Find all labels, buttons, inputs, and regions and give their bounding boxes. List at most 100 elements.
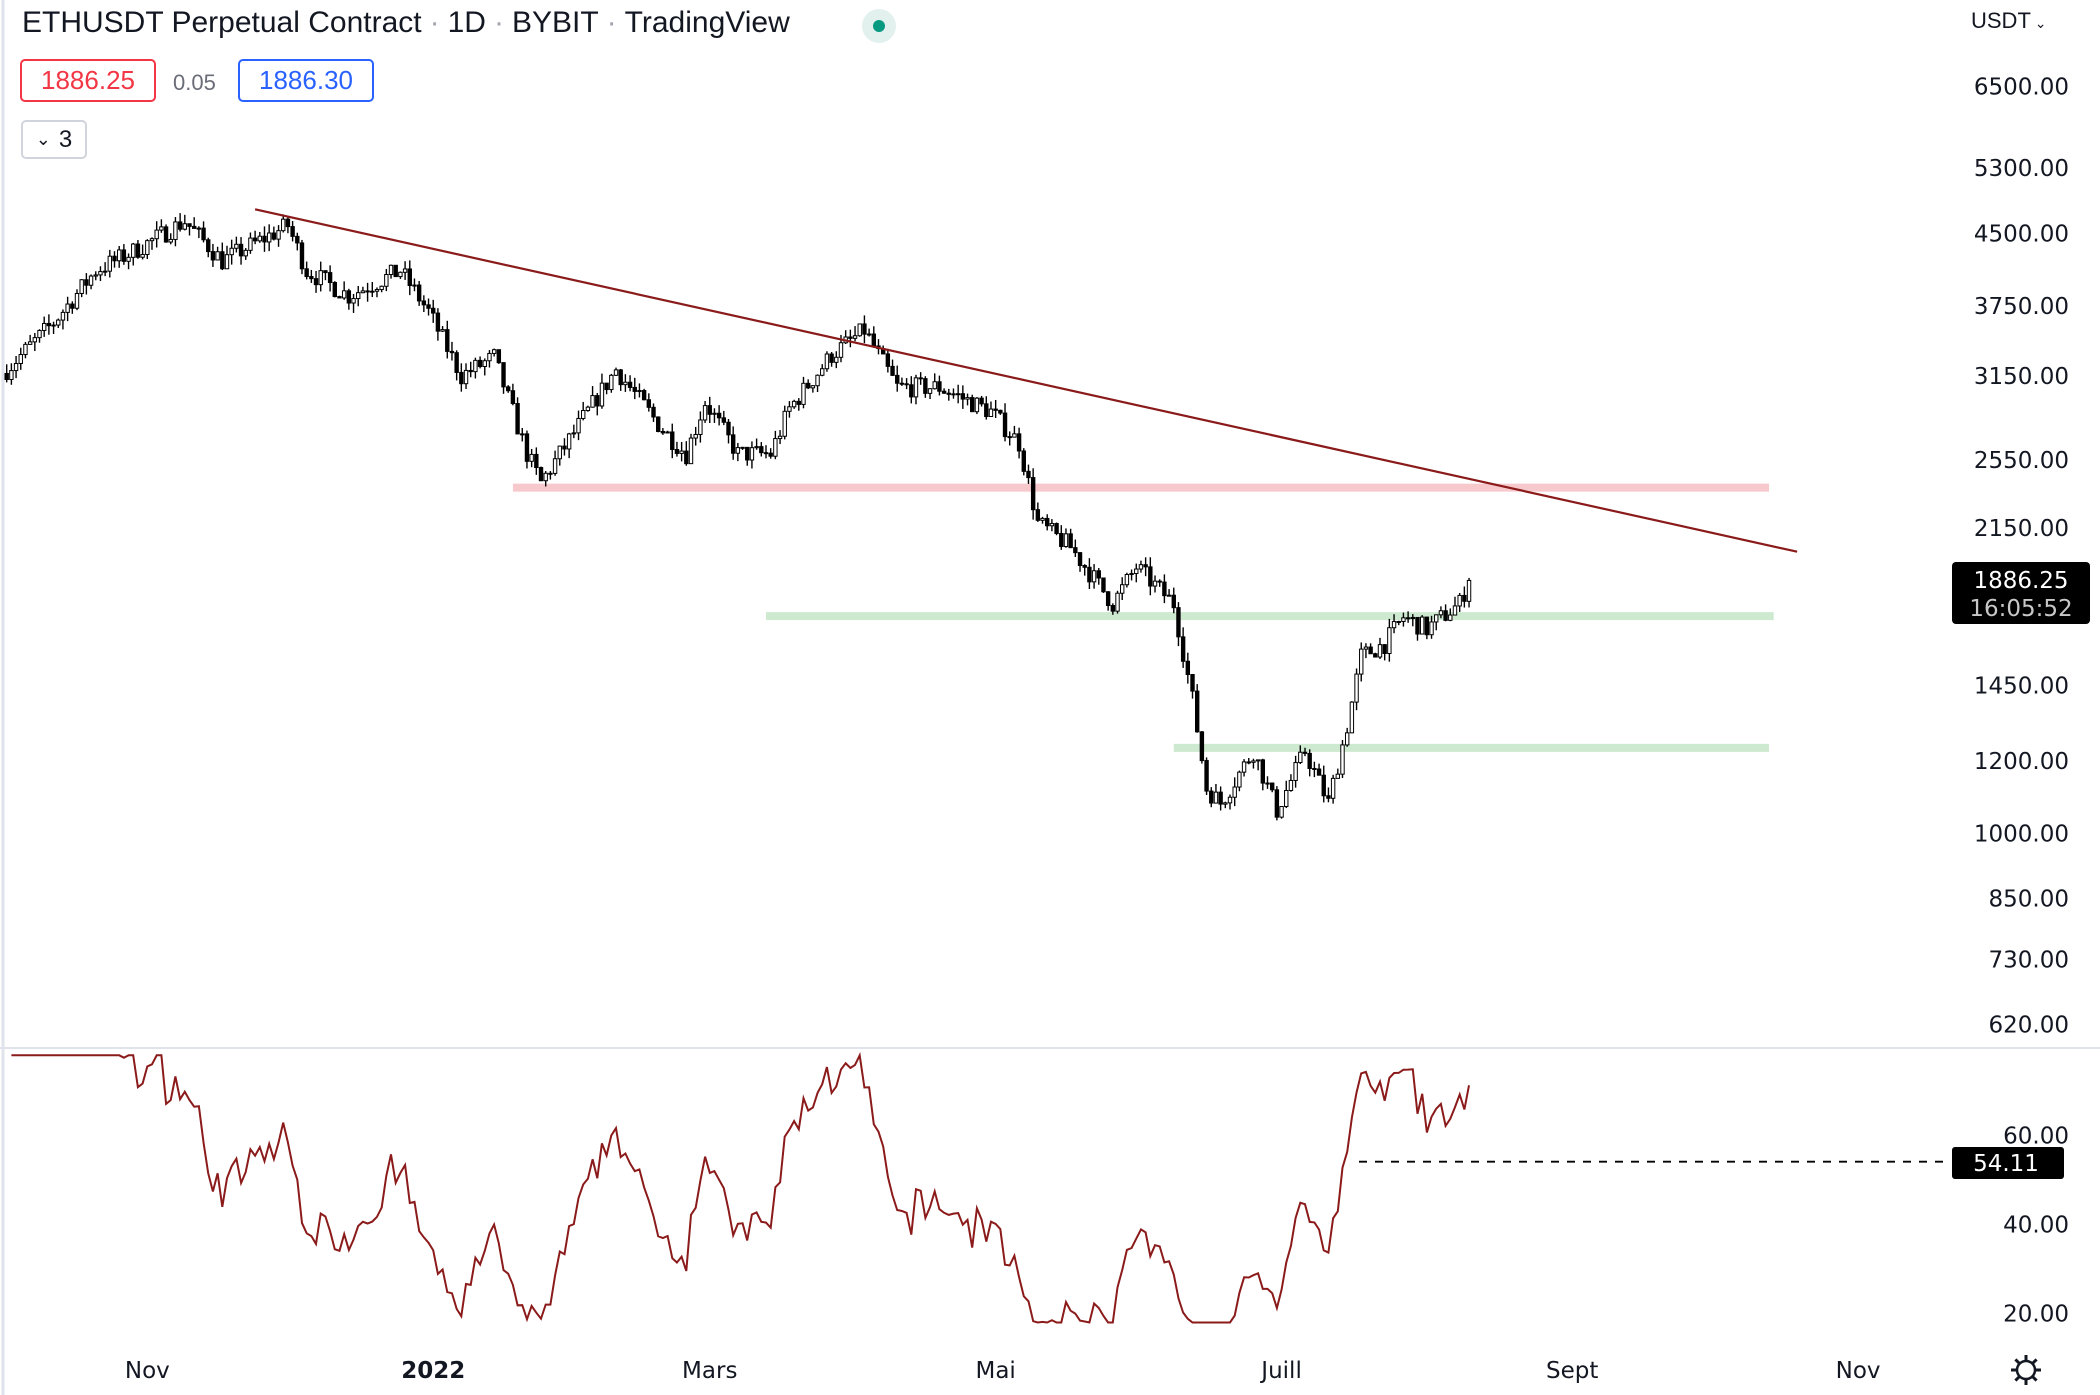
candle-body	[102, 270, 108, 273]
candle-body	[41, 322, 47, 331]
last-price-label-bg	[1952, 562, 2090, 624]
candle-body	[763, 452, 769, 455]
candle-body	[1077, 552, 1083, 567]
candle-body	[1241, 761, 1247, 773]
candle-body	[1434, 614, 1439, 623]
candle-body	[609, 374, 614, 391]
candle-body	[220, 251, 225, 270]
candle-body	[1124, 574, 1130, 586]
candle-body	[224, 254, 230, 270]
candle-body	[895, 374, 900, 384]
settings-gear-icon[interactable]	[2011, 1355, 2041, 1385]
candle-body	[1307, 752, 1312, 769]
candle-body	[548, 472, 553, 475]
price-tick-label: 2150.00	[1974, 516, 2069, 542]
candle-body	[332, 282, 337, 298]
candle-body	[421, 300, 427, 306]
candle-body	[1410, 616, 1415, 619]
zone-support-upper	[765, 612, 1774, 621]
candle-body	[810, 385, 816, 389]
candle-body	[501, 362, 506, 388]
candle-body	[27, 341, 33, 345]
candle-body	[1059, 533, 1064, 548]
candle-body	[1448, 614, 1453, 621]
candle-body	[145, 240, 150, 255]
candle-body	[515, 403, 520, 435]
interval[interactable]: 1D	[447, 6, 486, 39]
candle-body	[356, 292, 361, 300]
candle-body	[805, 382, 811, 389]
rsi-line	[11, 1051, 1470, 1324]
candle-body	[815, 374, 820, 387]
candle-body	[1190, 674, 1195, 692]
candle-body	[590, 395, 595, 408]
time-tick-label: Nov	[125, 1358, 170, 1384]
price-tick-label: 6500.00	[1974, 75, 2069, 101]
candle-body	[468, 369, 473, 373]
candle-body	[862, 323, 867, 335]
time-tick-label: Mars	[682, 1358, 737, 1384]
candle-body	[576, 417, 581, 434]
candle-body	[18, 354, 23, 365]
candle-body	[745, 446, 750, 461]
chevron-down-icon: ⌄	[35, 129, 51, 149]
candle-body	[787, 406, 792, 412]
symbol-name[interactable]: ETHUSDT Perpetual Contract	[22, 6, 422, 39]
candle-body	[655, 416, 661, 432]
sell-button[interactable]: 1886.25	[20, 59, 156, 102]
candle-body	[252, 237, 258, 242]
candle-body	[904, 383, 909, 386]
price-tick-label: 3750.00	[1974, 294, 2069, 320]
candle-body	[1152, 580, 1158, 587]
candle-body	[1180, 636, 1186, 662]
bar-countdown: 16:05:52	[1969, 596, 2072, 622]
candle-body	[824, 353, 830, 370]
candle-body	[534, 453, 539, 469]
candle-body	[1373, 653, 1378, 658]
candle-body	[552, 458, 558, 474]
candle-body	[51, 324, 56, 327]
rsi-tick-label: 20.00	[2003, 1302, 2069, 1328]
candle-body	[1171, 594, 1176, 609]
candle-body	[1105, 591, 1111, 607]
candle-body	[1166, 594, 1172, 597]
candle-body	[191, 225, 197, 229]
candle-body	[707, 405, 712, 415]
separator: ·	[606, 6, 617, 39]
candle-body	[627, 381, 633, 388]
candle-body	[459, 371, 464, 385]
time-axis[interactable]: Nov 2022 Mars Mai Juill Sept Nov	[125, 1358, 1881, 1384]
candle-body	[477, 359, 483, 367]
candle-body	[1138, 564, 1144, 570]
price-axis[interactable]: 6500.00 5300.00 4500.00 3750.00 3150.00 2550.…	[1974, 75, 2069, 1328]
candle-body	[182, 223, 188, 230]
candle-body	[1237, 771, 1242, 788]
candle-body	[84, 279, 89, 286]
candle-body	[726, 421, 731, 436]
buy-button[interactable]: 1886.30	[238, 59, 374, 102]
candle-body	[506, 386, 511, 392]
candle-body	[670, 431, 675, 451]
candle-body	[93, 274, 98, 277]
indicators-toggle-button[interactable]: ⌄ 3	[21, 120, 87, 159]
candle-body	[65, 303, 70, 313]
candle-body	[159, 226, 164, 231]
candle-body	[1185, 660, 1191, 676]
candle-body	[1045, 517, 1050, 527]
candle-body	[909, 384, 914, 398]
candle-body	[215, 251, 220, 261]
spread: 0.05	[173, 70, 216, 95]
candle-body	[281, 218, 286, 232]
candle-body	[1419, 616, 1425, 635]
candle-body	[1227, 796, 1233, 804]
candle-body	[562, 445, 567, 450]
candle-body	[932, 381, 937, 390]
candle-body	[970, 397, 975, 413]
candle-body	[13, 363, 19, 372]
candle-body	[730, 434, 736, 454]
candle-body	[1157, 580, 1162, 583]
candle-body	[482, 360, 487, 367]
currency-selector[interactable]: USDT ⌄	[1971, 8, 2047, 34]
market-open-status-icon[interactable]	[862, 9, 896, 43]
